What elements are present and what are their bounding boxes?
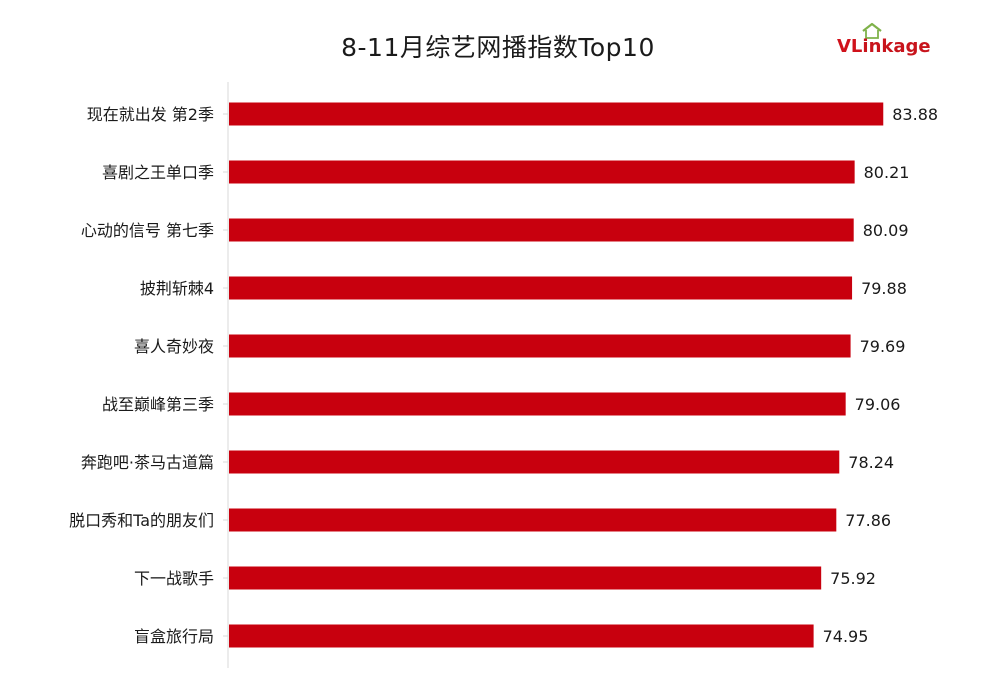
value-label: 74.95 <box>823 627 869 646</box>
value-label: 75.92 <box>830 569 876 588</box>
category-label: 喜人奇妙夜 <box>134 337 214 356</box>
bar <box>229 450 840 474</box>
value-label: 78.24 <box>848 453 894 472</box>
category-label: 喜剧之王单口季 <box>102 163 214 182</box>
bar <box>229 218 854 242</box>
bar <box>229 276 853 300</box>
chart-title: 8-11月综艺网播指数Top10 <box>341 33 655 62</box>
house-icon <box>862 22 882 39</box>
value-label: 80.09 <box>863 221 909 240</box>
bar <box>229 508 837 532</box>
bar <box>229 334 851 358</box>
category-label: 盲盒旅行局 <box>134 627 214 646</box>
bar <box>229 392 846 416</box>
vlinkage-logo: VLinkage <box>835 22 945 66</box>
bar <box>229 102 884 126</box>
category-label: 心动的信号 第七季 <box>81 221 214 240</box>
category-label: 奔跑吧·茶马古道篇 <box>81 453 214 472</box>
value-label: 77.86 <box>845 511 891 530</box>
category-label: 脱口秀和Ta的朋友们 <box>69 511 214 530</box>
value-label: 83.88 <box>892 105 938 124</box>
category-label: 披荆斩棘4 <box>140 279 214 298</box>
category-label: 下一战歌手 <box>134 569 214 588</box>
value-label: 79.69 <box>860 337 906 356</box>
value-label: 79.88 <box>861 279 907 298</box>
logo-text-rest: inkage <box>862 36 931 57</box>
bar <box>229 566 822 590</box>
bar <box>229 624 814 648</box>
category-label: 战至巅峰第三季 <box>102 395 214 414</box>
bar <box>229 160 855 184</box>
value-label: 79.06 <box>855 395 901 414</box>
value-label: 80.21 <box>864 163 910 182</box>
logo-text-v: VL <box>837 36 863 57</box>
category-label: 现在就出发 第2季 <box>87 105 214 124</box>
